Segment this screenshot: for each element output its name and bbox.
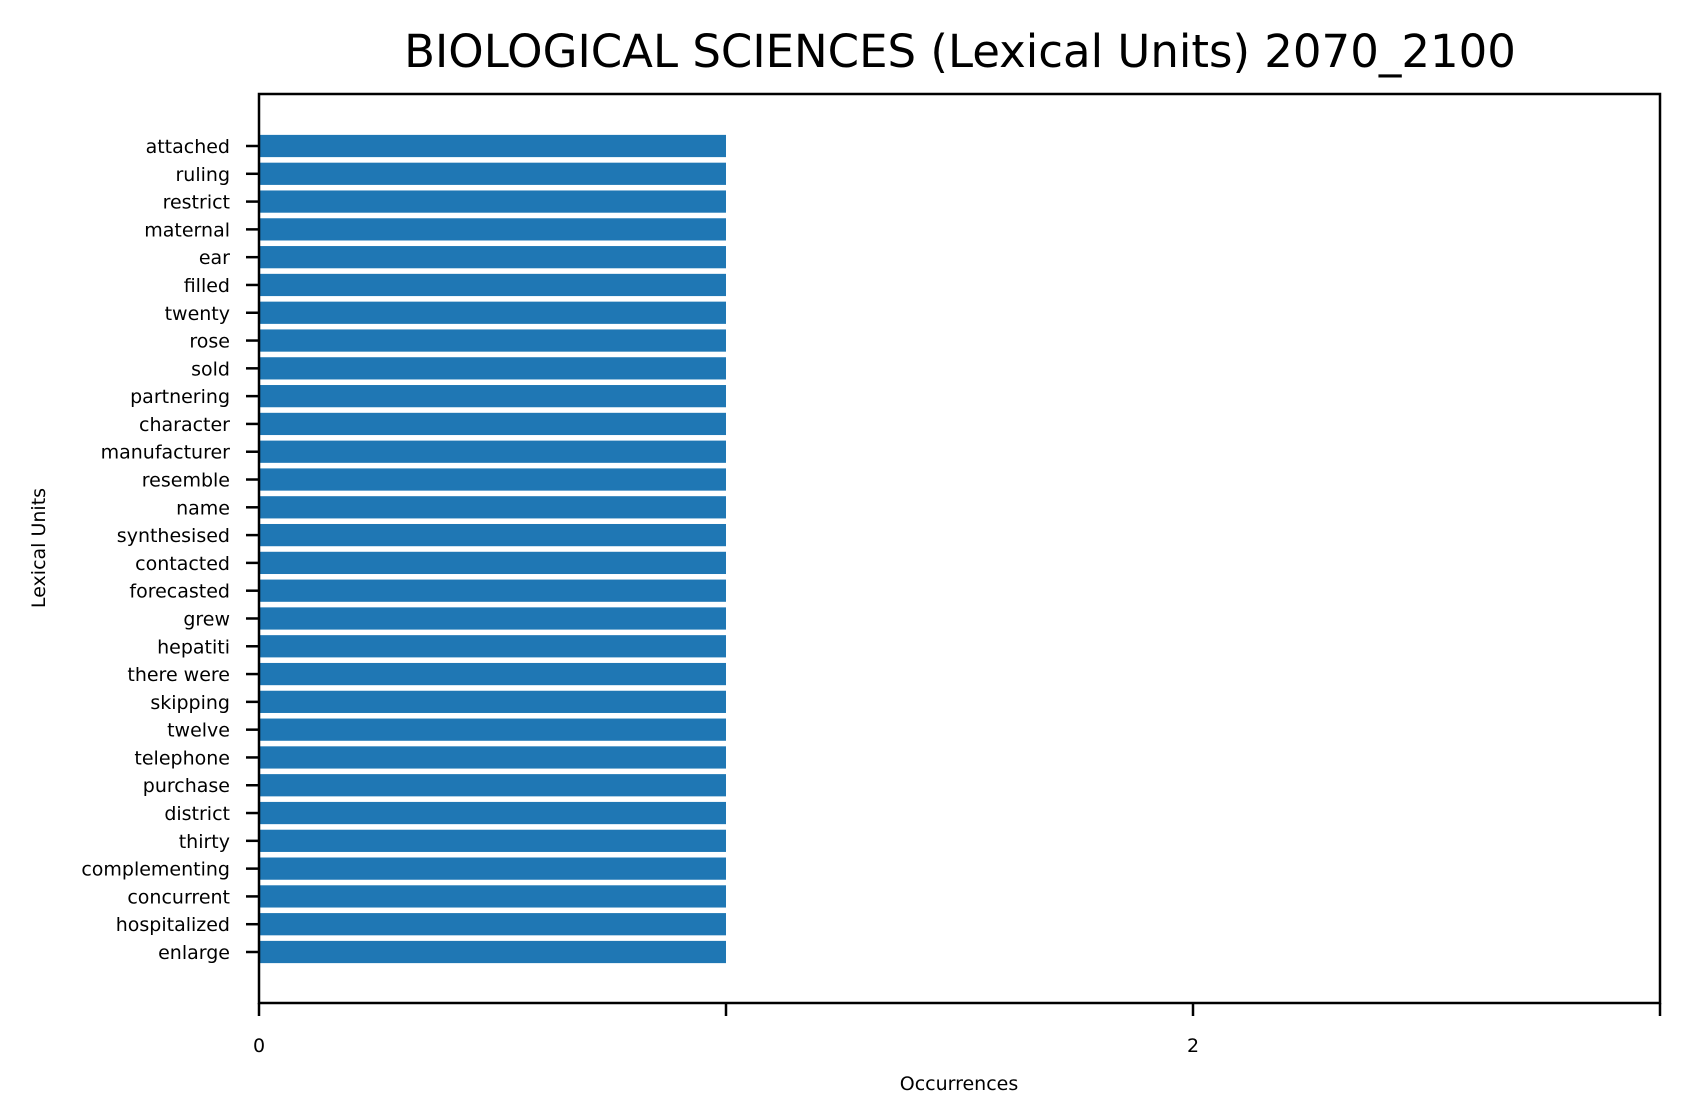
bar-maternal [259,218,726,241]
y-tick-label: attached [146,136,230,158]
y-tick-label: thirty [179,831,230,853]
y-tick-label: purchase [143,775,230,797]
y-tick-label: synthesised [117,525,230,547]
y-tick-label: grew [183,608,230,630]
y-tick-label: maternal [144,219,230,241]
bar-sold [259,357,726,380]
y-axis-label: Lexical Units [28,488,50,608]
bar-forecasted [259,579,726,602]
y-axis-ticks: attached ruling restrict maternal ear filled t… [81,136,259,964]
bar-telephone [259,746,726,769]
bar-restrict [259,190,726,213]
bar-resemble [259,468,726,491]
chart-title: BIOLOGICAL SCIENCES (Lexical Units) 2070… [404,25,1516,78]
y-tick-label: hospitalized [116,914,230,936]
plot-frame [257,92,1662,1005]
x-tick-label: 0 [253,1035,265,1057]
bar-complementing [259,857,726,880]
y-tick-label: sold [191,358,230,380]
y-tick-label: ear [199,247,230,269]
y-tick-label: enlarge [158,942,230,964]
y-tick-label: partnering [130,386,230,408]
bar-thirty [259,829,726,852]
y-tick-label: manufacturer [101,442,231,464]
bar-partnering [259,385,726,408]
y-tick-label: skipping [150,692,230,714]
bar-enlarge [259,940,726,964]
y-tick-label: forecasted [129,581,230,603]
bar-synthesised [259,523,726,547]
y-tick-label: hepatiti [157,636,230,658]
y-tick-label: name [176,497,230,519]
y-tick-label: ruling [175,164,230,186]
y-tick-label: resemble [142,470,230,492]
bar-hepatiti [259,635,726,658]
bar-grew [259,607,726,630]
y-tick-label: concurrent [127,886,230,908]
bar-skipping [259,690,726,713]
y-tick-label: telephone [134,747,230,769]
bar-concurrent [259,885,726,908]
bar-filled [259,273,726,297]
bar-character [259,412,726,436]
y-tick-label: rose [189,331,230,353]
y-tick-label: contacted [135,553,230,575]
x-axis-label: Occurrences [900,1073,1019,1095]
bar-hospitalized [259,913,726,936]
bar-name [259,496,726,519]
bar-twelve [259,718,726,741]
bar-ruling [259,162,726,185]
y-tick-label: character [139,414,230,436]
y-tick-label: complementing [81,859,230,881]
y-tick-label: restrict [163,192,230,214]
y-tick-label: twelve [167,720,230,742]
y-tick-label: twenty [165,303,230,325]
bar-purchase [259,774,726,797]
y-tick-label: district [164,803,230,825]
y-tick-label: filled [184,275,230,297]
bar-manufacturer [259,440,726,463]
bar-district [259,801,726,825]
bar-attached [259,134,726,158]
bar-ear [259,246,726,269]
bars-group [259,134,726,964]
bar-there-were [259,662,726,686]
bar-twenty [259,301,726,324]
bar-rose [259,329,726,352]
y-tick-label: there were [127,664,230,686]
x-tick-label: 2 [1187,1035,1199,1057]
bar-contacted [259,551,726,575]
